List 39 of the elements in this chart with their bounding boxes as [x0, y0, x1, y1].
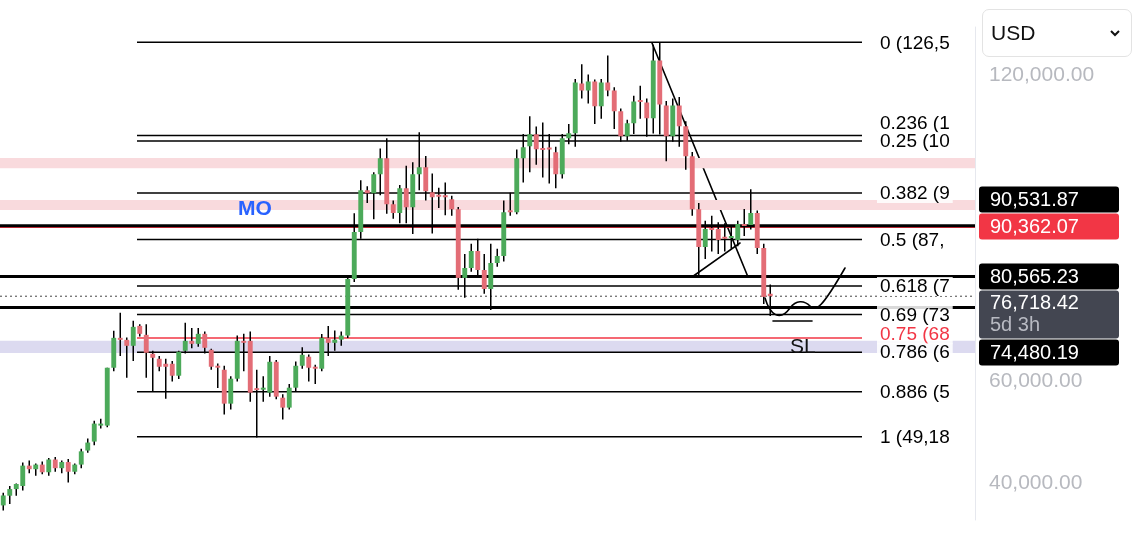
ref-line-label: 90,362.07	[990, 215, 1079, 238]
annotation: 0.618 (7	[880, 275, 950, 297]
candlestick	[130, 320, 136, 362]
candlestick	[195, 327, 201, 348]
candlestick	[124, 336, 130, 379]
annotation: 0.69 (73	[880, 303, 950, 325]
text: USD	[991, 21, 1036, 45]
candlestick	[65, 458, 71, 484]
candlestick	[280, 393, 286, 421]
candlestick	[169, 360, 175, 383]
annotation: 0 (126,5	[880, 31, 950, 53]
ref-line-label: 74,480.19	[990, 341, 1079, 364]
ref-line-label: 90,531.87	[990, 188, 1079, 211]
text: 5d 3h	[990, 313, 1041, 336]
candlestick	[312, 363, 318, 385]
annotation: 0.886 (5	[880, 380, 950, 402]
candlestick	[78, 448, 84, 469]
y-tick-label: 120,000.00	[989, 62, 1095, 86]
y-tick-label: 60,000.00	[989, 368, 1083, 392]
candlestick	[468, 243, 474, 273]
annotation: 0.5 (87,	[880, 228, 945, 250]
annotation: 1 (49,18	[880, 425, 950, 447]
annotation: 0.382 (9	[880, 182, 950, 204]
candlestick	[553, 146, 559, 189]
candlestick	[117, 312, 123, 357]
candlestick	[611, 86, 617, 130]
y-tick-label: 40,000.00	[989, 470, 1083, 494]
candlestick	[605, 54, 611, 98]
candlestick	[637, 84, 643, 120]
annotation: MO	[238, 196, 272, 220]
candlestick	[579, 63, 585, 100]
candlestick	[189, 327, 195, 350]
ref-line-label: 80,565.23	[990, 265, 1079, 288]
candlestick	[598, 78, 604, 120]
candlestick	[390, 199, 396, 220]
annotation: SL	[790, 334, 816, 358]
candlestick	[449, 195, 455, 217]
candlestick	[585, 73, 591, 105]
ref-line-label: 76,718.42	[990, 291, 1079, 314]
